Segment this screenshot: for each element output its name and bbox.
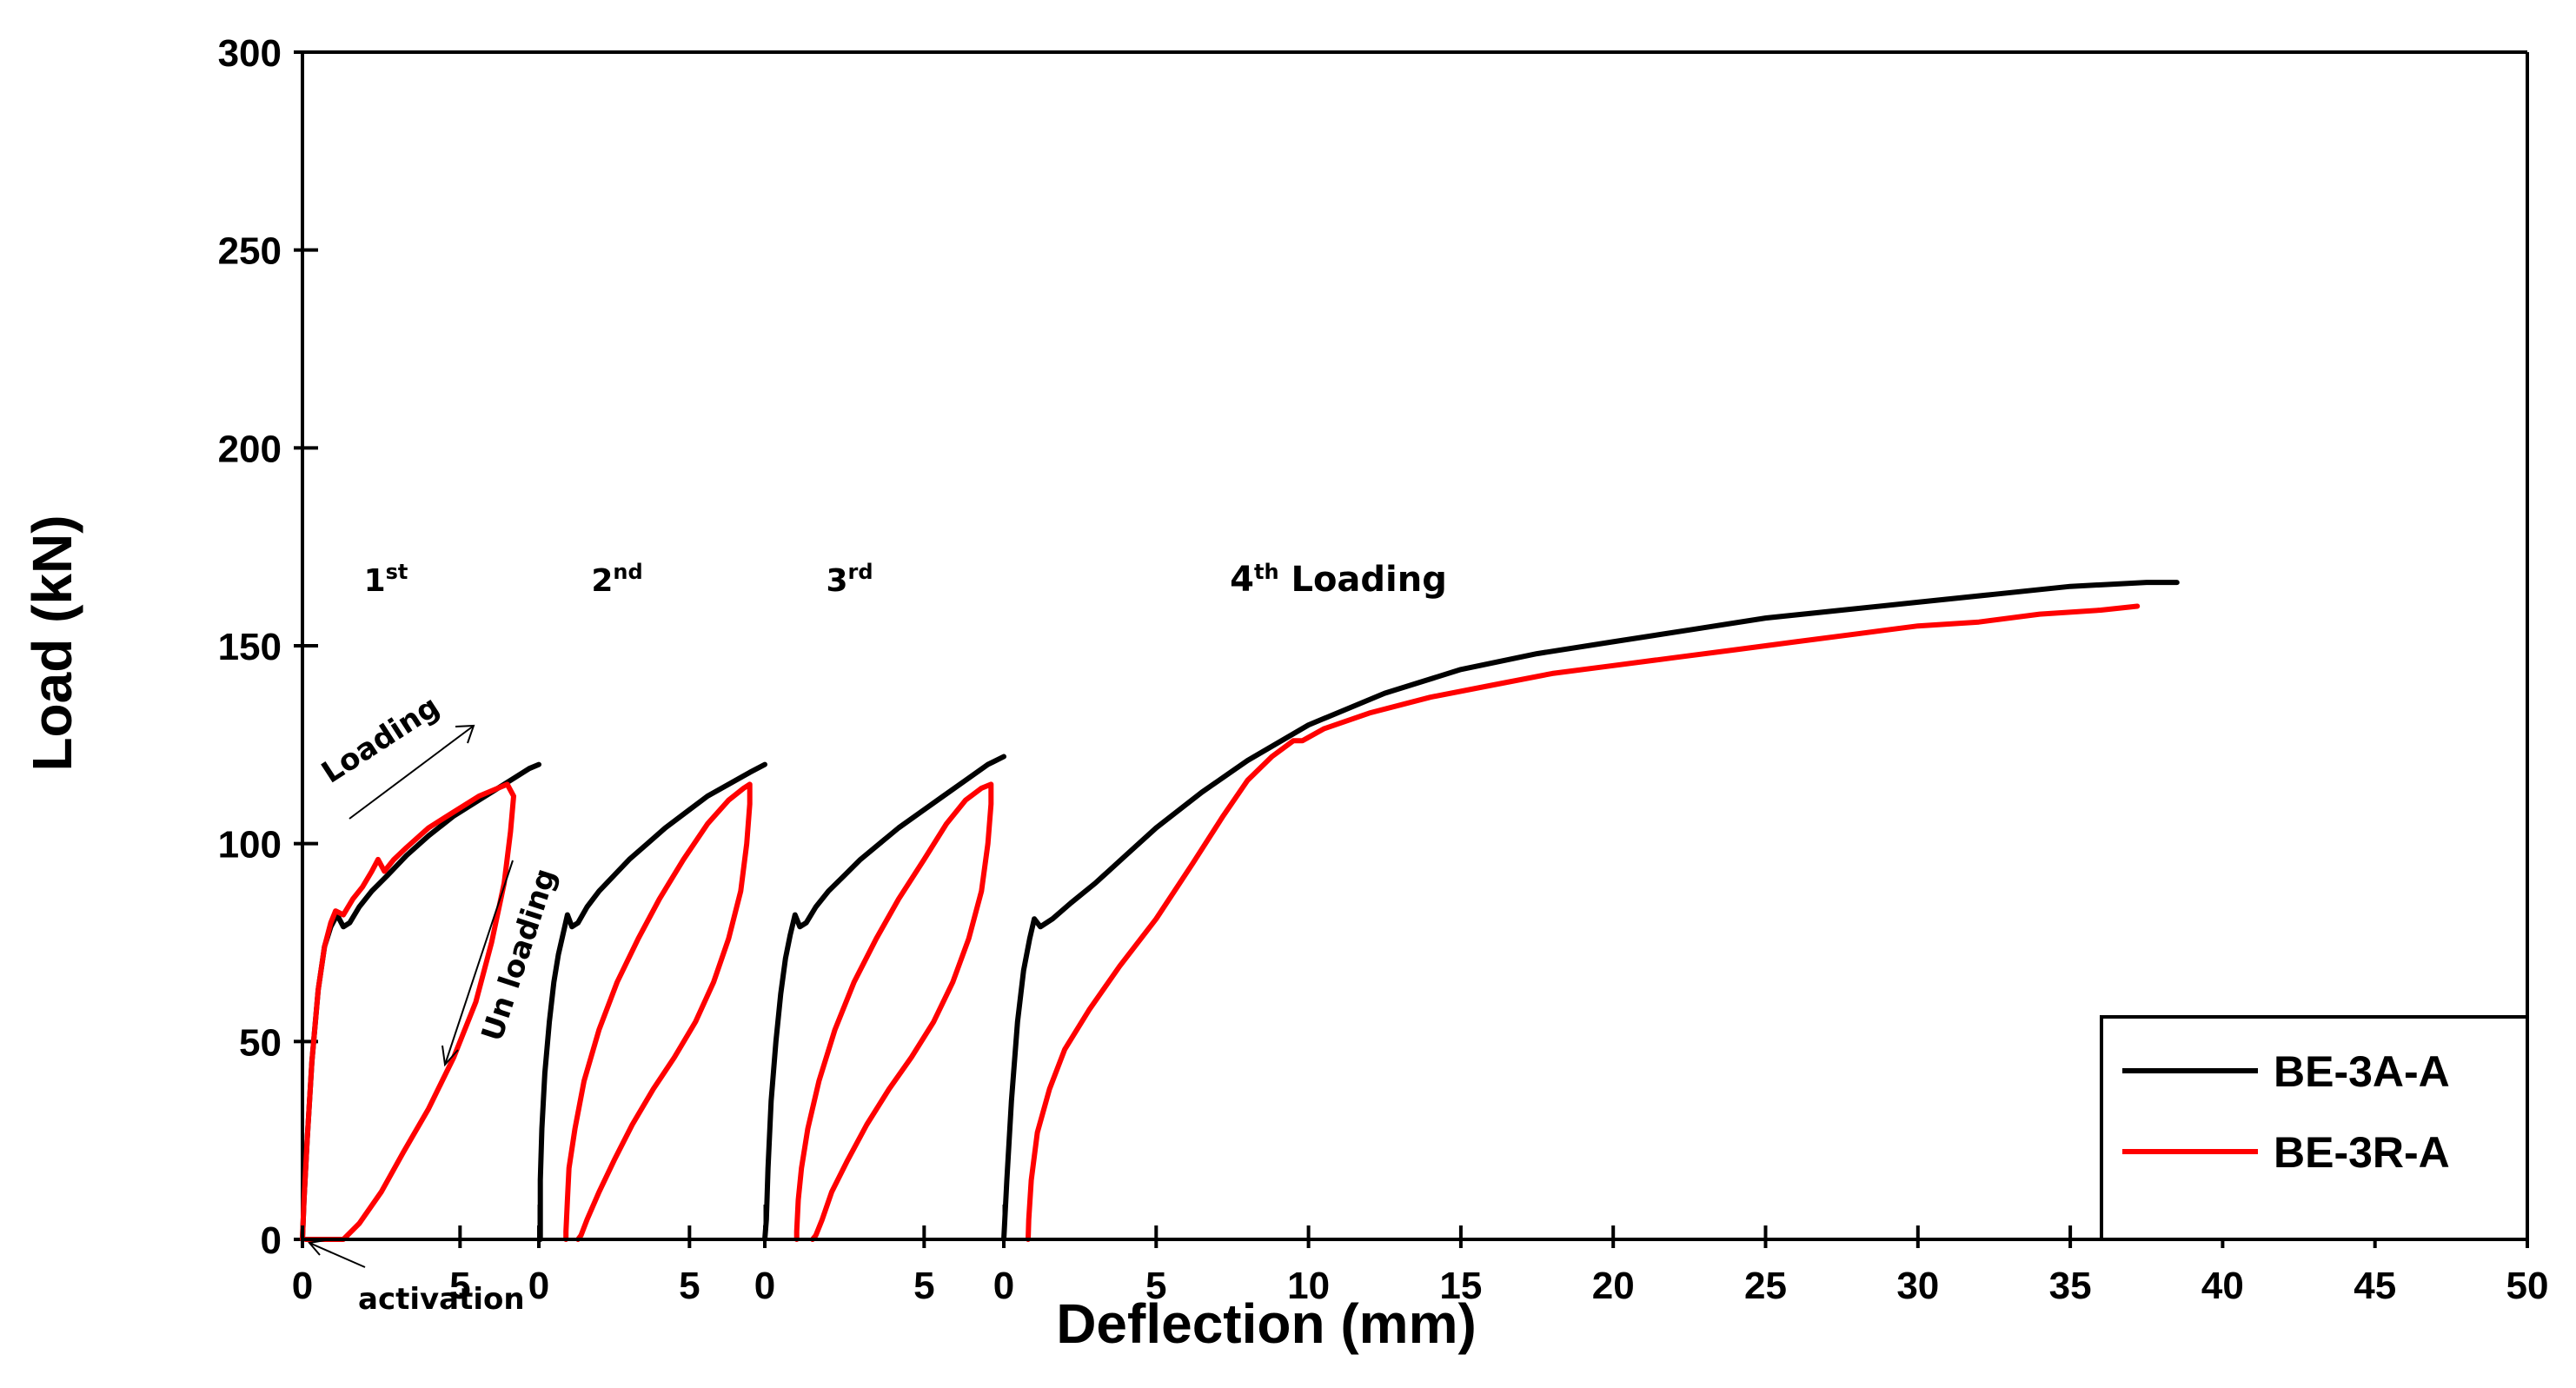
- x-tick-label: 35: [2049, 1265, 2092, 1307]
- activation-arrow: [309, 1242, 366, 1268]
- x-tick-label: 0: [292, 1265, 313, 1307]
- series-line-be-3a-a: [536, 761, 767, 1242]
- activation-label: activation: [358, 1282, 525, 1317]
- x-axis-title: Deflection (mm): [1056, 1292, 1477, 1355]
- series-line-be-3a-a: [1001, 580, 2180, 1242]
- x-tick-label: 45: [2354, 1265, 2396, 1307]
- x-tick-label: 15: [1439, 1265, 1482, 1307]
- loading-arrowhead: [455, 724, 475, 744]
- y-tick-label: 250: [218, 230, 282, 273]
- legend: BE-3A-A BE-3R-A: [2100, 1015, 2529, 1241]
- legend-label-be-3r-a: BE-3R-A: [2274, 1128, 2450, 1177]
- x-tick-label: 10: [1287, 1265, 1330, 1307]
- y-tick-label: 200: [218, 428, 282, 470]
- panel-label-1: 1st: [364, 560, 408, 599]
- loading-arrow: [349, 725, 475, 820]
- panel-2: 2nd: [536, 560, 767, 1242]
- y-tick-label: 150: [218, 626, 282, 668]
- x-tick-label: 5: [1145, 1265, 1166, 1307]
- y-tick-label: 0: [261, 1219, 282, 1262]
- y-tick-label: 50: [239, 1021, 282, 1064]
- x-axis: 0 5 0 5 0 5 0 5 10 15 20 25 30 35 40 45 50: [292, 1225, 2549, 1307]
- x-tick-label: 0: [993, 1265, 1014, 1307]
- series-line-be-3r-a: [300, 781, 516, 1242]
- series-line-be-3r-a: [793, 781, 994, 1242]
- x-tick-label: 20: [1592, 1265, 1635, 1307]
- unloading-arrowhead: [442, 1045, 459, 1067]
- series-line-be-3r-a: [1026, 603, 2141, 1242]
- panel-label-2: 2nd: [591, 560, 642, 599]
- series-line-be-3r-a: [563, 781, 753, 1242]
- legend-box: [2100, 1015, 2529, 1241]
- x-tick-label: 5: [913, 1265, 934, 1307]
- legend-label-be-3a-a: BE-3A-A: [2274, 1047, 2450, 1096]
- series-line-be-3a-a: [762, 754, 1006, 1242]
- panel-4: 4th Loading: [1001, 560, 2180, 1242]
- x-tick-label: 5: [679, 1265, 700, 1307]
- y-tick-label: 300: [218, 32, 282, 75]
- x-tick-label: 0: [754, 1265, 775, 1307]
- panel-label-3: 3rd: [826, 560, 873, 599]
- x-tick-label: 30: [1896, 1265, 1939, 1307]
- activation-arrowhead: [308, 1239, 326, 1256]
- panel-1: 1st: [300, 560, 541, 1242]
- x-tick-label: 0: [528, 1265, 549, 1307]
- y-axis-title: Load (kN): [21, 515, 83, 771]
- x-tick-label: 40: [2201, 1265, 2244, 1307]
- unloading-arrow: [444, 860, 514, 1066]
- y-axis: 0 50 100 150 200 250 300: [218, 32, 318, 1262]
- x-tick-label: 50: [2506, 1265, 2549, 1307]
- panel-label-4: 4th Loading: [1230, 560, 1447, 600]
- x-tick-label: 25: [1744, 1265, 1787, 1307]
- panel-3: 3rd: [762, 560, 1006, 1242]
- x-tick-label: 5: [449, 1265, 470, 1307]
- y-tick-label: 100: [218, 824, 282, 867]
